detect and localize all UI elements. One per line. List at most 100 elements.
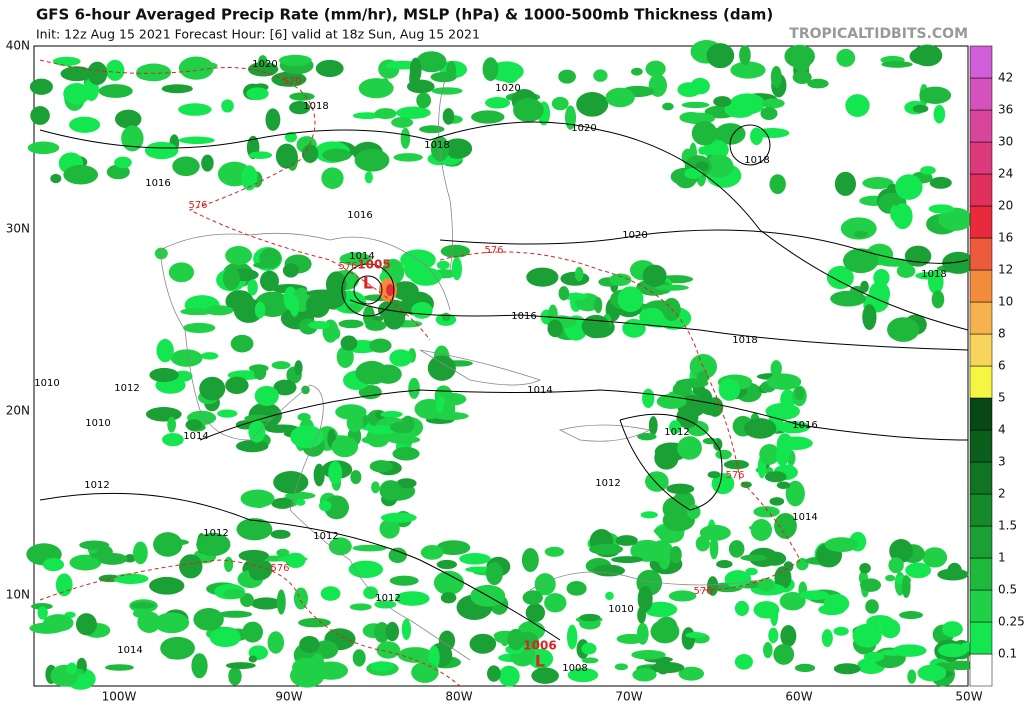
precip-blob [907,669,917,684]
precip-blob [397,647,433,663]
colorbar-label: 0.5 [998,583,1017,597]
precip-blob [859,563,871,574]
precip-blob [438,630,456,651]
precip-blob [748,524,772,531]
precip-blob [369,338,392,353]
precip-blob [830,290,867,307]
precip-blob [400,127,411,149]
precip-blob [669,420,682,434]
precip-blob [284,131,297,143]
contour-label: 1012 [203,528,228,539]
precip-blob [254,385,279,407]
precip-blob [144,141,179,160]
precip-blob [915,271,941,280]
colorbar-box [969,557,993,591]
contour-label: 1018 [303,101,328,112]
contour-labels: 1020 1018 1020 1018 1020 1018 1016 1016 1020 1018… [34,59,946,674]
contour-label: 1016 [347,210,372,221]
colorbar-box [969,365,993,399]
precip-blob [669,546,682,564]
contour-label: 1012 [114,383,139,394]
colorbar-box [969,525,993,559]
precip-blob [794,387,805,401]
precip-blob [642,388,655,408]
precip-blob [79,540,110,550]
precip-blob [254,301,266,319]
precip-blob [246,87,269,101]
precip-blob [776,421,810,434]
precip-blob [183,322,216,333]
precip-blob [172,156,200,177]
contour-label: 576 [270,563,289,574]
precip-blob [284,292,296,306]
colorbar-label: 42 [998,71,1013,85]
precip-blob [55,573,73,597]
precip-blob [707,576,719,596]
precip-blob [240,593,254,608]
precip-blob [113,573,149,585]
precip-blob [441,312,451,322]
precip-blob [919,86,952,104]
precip-blob [566,624,578,650]
precip-blob [284,491,316,500]
precip-blob [860,280,869,293]
precip-blob [204,305,234,316]
precip-blob [739,45,751,66]
contour-label: 1014 [792,512,817,523]
colorbar-box [969,77,993,111]
precip-blob [833,626,849,636]
precip-blob [750,127,763,146]
precip-blob [184,61,218,70]
precip-blob [446,61,457,80]
colorbar: 0.1 0.25 0.5 1 1.5 2 3 4 5 6 8 10 12 16 20 24 30 36 42 [969,45,1024,687]
precip-blob [609,273,632,287]
precip-blob [436,559,458,570]
precip-blob [294,360,303,376]
precip-blob [833,663,861,675]
precip-blob [759,443,780,465]
precip-blob [581,657,599,664]
precip-blob [29,622,65,634]
precip-blob [372,315,384,322]
precip-blob [365,320,387,331]
precip-blob [406,79,435,94]
precip-blob [352,544,387,552]
precip-blob [178,103,212,116]
precip-blob [866,615,895,630]
precip-blob [705,154,734,178]
precip-blob [248,655,258,663]
precip-blob [132,608,152,619]
precip-blob [792,50,811,72]
precip-blob [880,649,906,656]
precip-blob [895,174,923,200]
precip-blob [662,102,674,111]
precip-blob [301,144,319,163]
precip-blob [352,112,382,120]
precip-blob [826,265,854,290]
colorbar-box [969,109,993,143]
contour-label: 1020 [571,123,596,134]
precip-blob [338,319,364,329]
contour-label: 1018 [424,140,449,151]
precip-blob [761,98,785,109]
precip-blob [498,665,520,687]
precip-blob [451,257,462,281]
precip-blob [436,540,471,556]
precip-blob [199,376,226,401]
precip-blob [896,264,916,278]
precip-blob [385,621,400,642]
precip-blob [589,543,624,555]
precip-blob [770,603,779,627]
precip-blob [799,590,830,601]
precip-blob [318,500,332,512]
precip-field [26,39,977,690]
precip-blob [576,92,609,117]
contour-label: 1010 [34,378,59,389]
precip-blob [707,471,721,479]
precip-blob [774,566,792,590]
precip-blob [273,470,309,494]
precip-blob [431,87,463,95]
precip-blob [912,104,929,113]
contour-label: 1010 [85,418,110,429]
precip-blob [275,143,298,169]
